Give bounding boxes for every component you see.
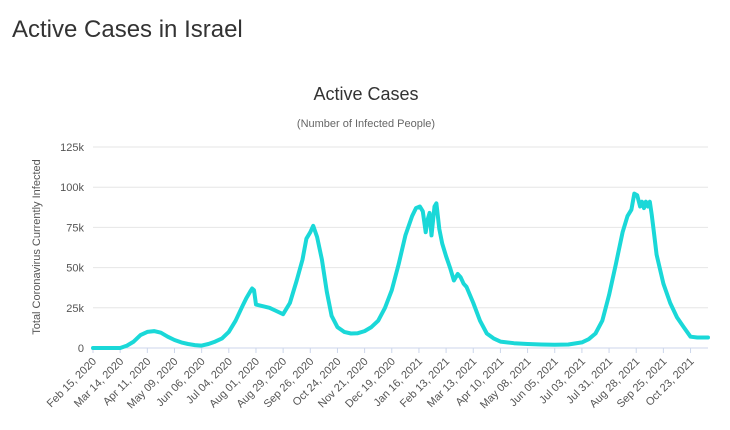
y-tick-label: 25k — [66, 303, 84, 315]
page-heading: Active Cases in Israel — [12, 16, 243, 43]
series-layer — [91, 191, 710, 350]
chart-subtitle: (Number of Infected People) — [297, 118, 435, 130]
y-tick-label: 0 — [78, 343, 84, 355]
y-axis-ticks: 0 25k 50k 75k 100k 125k — [60, 142, 84, 355]
y-axis-title: Total Coronavirus Currently Infected — [31, 159, 43, 334]
y-tick-label: 125k — [60, 142, 84, 154]
y-tick-label: 50k — [66, 263, 84, 275]
series-line — [91, 191, 710, 350]
y-tick-label: 75k — [66, 222, 84, 234]
grid-lines — [93, 146, 708, 349]
x-tick-label: Oct 23, 2021 — [644, 356, 697, 409]
chart-title: Active Cases — [313, 84, 418, 104]
y-tick-label: 100k — [60, 182, 84, 194]
